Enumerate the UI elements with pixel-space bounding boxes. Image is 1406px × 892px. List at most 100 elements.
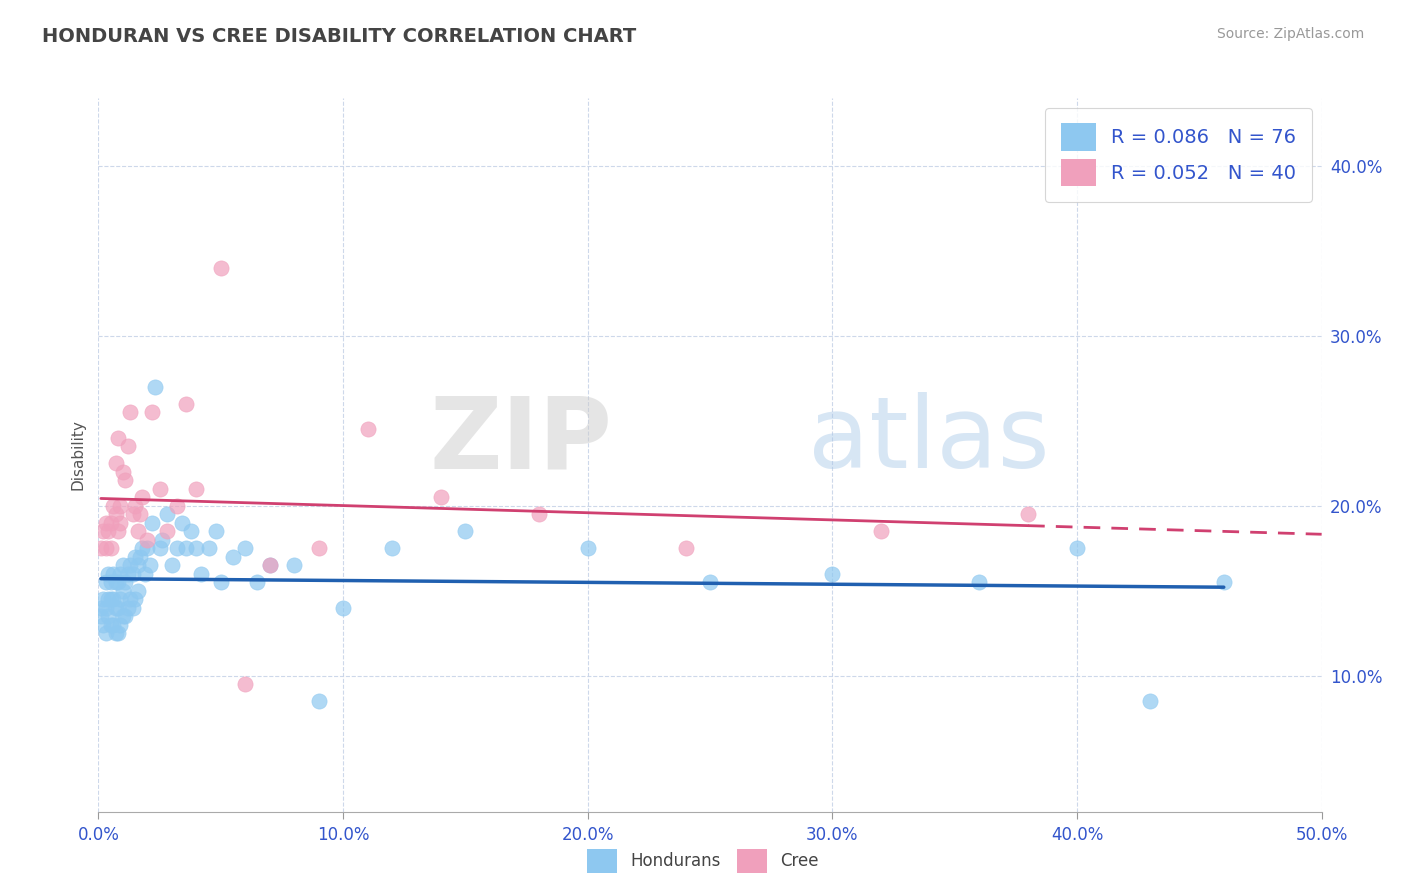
Point [100,516,122,530]
Point [246,575,269,590]
Point [121,566,143,581]
Point [527,508,550,522]
Point [111,558,134,573]
Point [91,617,114,632]
Point [121,600,143,615]
Point [101,499,124,513]
Point [117,600,139,615]
Point [186,541,208,556]
Point [454,524,477,539]
Point [124,592,146,607]
Point [104,600,127,615]
Point [110,592,132,607]
Point [100,575,122,590]
Point [97,592,120,607]
Point [97,566,120,581]
Point [110,499,132,513]
Point [97,609,120,624]
Point [121,508,143,522]
Point [90,600,112,615]
Text: Source: ZipAtlas.com: Source: ZipAtlas.com [1216,27,1364,41]
Point [209,575,232,590]
Point [576,541,599,556]
Point [308,694,330,708]
Point [1212,575,1234,590]
Point [110,516,132,530]
Point [356,422,378,436]
Point [136,541,159,556]
Point [91,592,114,607]
Point [94,626,117,640]
Point [197,541,219,556]
Point [100,592,122,607]
Point [150,533,173,547]
Point [821,566,844,581]
Point [110,566,132,581]
Legend: R = 0.086   N = 76, R = 0.052   N = 40: R = 0.086 N = 76, R = 0.052 N = 40 [1045,108,1312,202]
Point [170,516,193,530]
Text: HONDURAN VS CREE DISABILITY CORRELATION CHART: HONDURAN VS CREE DISABILITY CORRELATION … [42,27,637,45]
Point [110,617,132,632]
Point [332,600,354,615]
Point [131,491,153,505]
Point [114,474,136,488]
Point [111,583,134,598]
Point [127,524,149,539]
Point [190,566,212,581]
Point [117,566,139,581]
Point [107,524,129,539]
Point [205,524,228,539]
Point [97,524,120,539]
Point [186,482,208,496]
Point [136,533,159,547]
Point [104,575,127,590]
Point [1066,541,1088,556]
Point [156,508,179,522]
Text: atlas: atlas [808,392,1049,489]
Point [141,516,163,530]
Point [107,626,129,640]
Point [209,260,232,275]
Point [124,549,146,564]
Point [117,439,139,453]
Point [114,609,136,624]
Point [100,541,122,556]
Point [131,541,153,556]
Point [141,405,163,419]
Point [143,380,166,394]
Point [111,609,134,624]
Point [100,617,122,632]
Point [430,491,453,505]
Point [699,575,721,590]
Point [101,617,124,632]
Point [114,575,136,590]
Text: ZIP: ZIP [429,392,612,489]
Point [233,541,256,556]
Point [127,558,149,573]
Point [233,677,256,691]
Point [1017,508,1039,522]
Point [104,508,127,522]
Point [94,575,117,590]
Point [283,558,305,573]
Point [139,558,162,573]
Point [107,431,129,445]
Point [101,592,124,607]
Point [104,626,127,640]
Point [149,482,172,496]
Point [90,609,112,624]
Point [160,558,183,573]
Point [176,541,198,556]
Point [967,575,990,590]
Point [381,541,404,556]
Point [90,541,112,556]
Point [107,600,129,615]
Point [104,457,127,471]
Point [129,508,152,522]
Y-axis label: Disability: Disability [70,419,86,491]
Point [166,499,188,513]
Point [129,549,152,564]
Point [124,499,146,513]
Point [675,541,697,556]
Point [120,558,142,573]
